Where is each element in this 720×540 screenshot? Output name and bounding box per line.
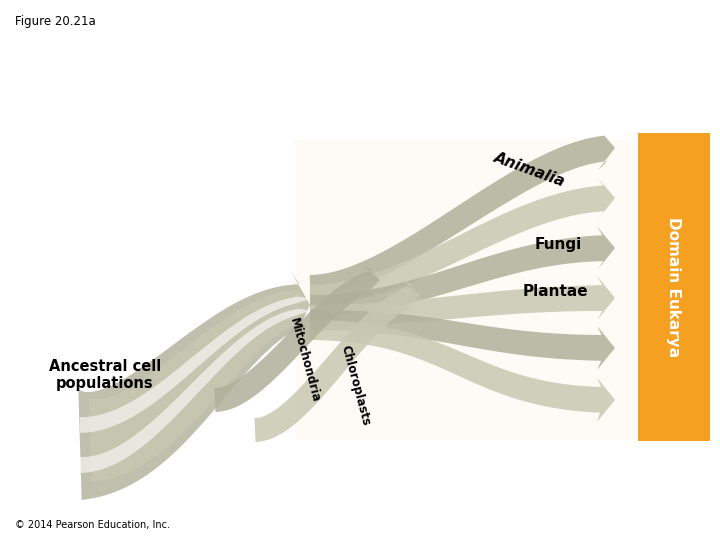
Text: © 2014 Pearson Education, Inc.: © 2014 Pearson Education, Inc. bbox=[15, 520, 170, 530]
Polygon shape bbox=[89, 280, 310, 482]
Polygon shape bbox=[310, 320, 615, 422]
Text: Mitochondria: Mitochondria bbox=[287, 316, 323, 404]
Text: Fungi: Fungi bbox=[534, 238, 582, 253]
Text: Domain Eukarya: Domain Eukarya bbox=[667, 217, 682, 357]
Text: Figure 20.21a: Figure 20.21a bbox=[15, 15, 96, 28]
FancyBboxPatch shape bbox=[638, 133, 710, 441]
Text: Ancestral cell
populations: Ancestral cell populations bbox=[49, 359, 161, 391]
Polygon shape bbox=[80, 307, 310, 473]
Polygon shape bbox=[310, 310, 615, 370]
Polygon shape bbox=[254, 279, 420, 442]
Polygon shape bbox=[310, 226, 615, 315]
Text: Animalia: Animalia bbox=[492, 150, 567, 190]
Polygon shape bbox=[310, 276, 615, 325]
Polygon shape bbox=[310, 176, 615, 305]
Text: Plantae: Plantae bbox=[522, 285, 588, 300]
Polygon shape bbox=[310, 126, 615, 295]
Polygon shape bbox=[80, 294, 310, 433]
Polygon shape bbox=[295, 140, 635, 440]
Polygon shape bbox=[78, 272, 310, 500]
Text: Chloroplasts: Chloroplasts bbox=[338, 343, 372, 427]
Polygon shape bbox=[215, 264, 380, 412]
